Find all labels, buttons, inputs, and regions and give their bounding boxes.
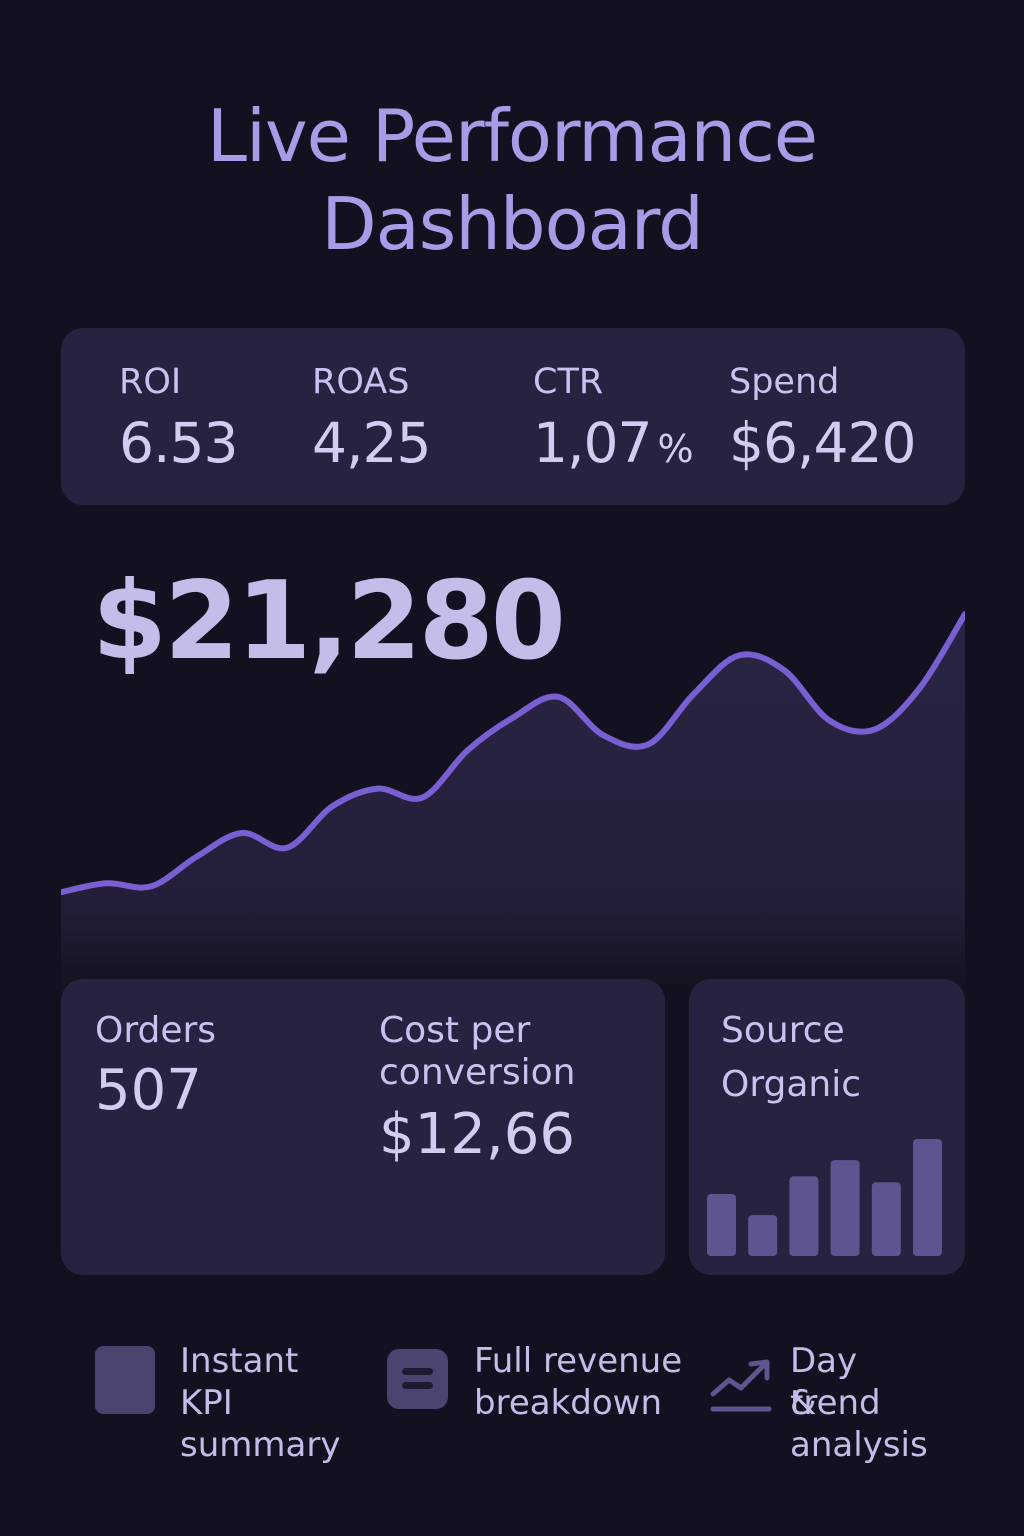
feature-trend-analysis-line-2: trend: [790, 1382, 881, 1424]
source-bar-chart: [707, 1119, 947, 1256]
feature-trend-analysis-line-3: analysis: [790, 1424, 928, 1466]
source-bar: [707, 1194, 736, 1256]
kpi-ctr-label: CTR: [533, 362, 693, 402]
kpi-roi-value: 6.53: [119, 412, 237, 474]
orders-label: Orders: [95, 1009, 216, 1053]
feature-instant-kpi-line-3: summary: [180, 1424, 340, 1466]
kpi-summary-card: ROI 6.53 ROAS 4,25 CTR 1,07% Spend $6,42…: [61, 328, 965, 505]
source-value: Organic: [721, 1063, 861, 1107]
trend-icon: [709, 1356, 773, 1414]
cost-per-conversion-value: $12,66: [379, 1103, 575, 1167]
kpi-roas-value: 4,25: [312, 412, 430, 474]
orders-value: 507: [95, 1059, 202, 1123]
source-bar: [789, 1176, 818, 1256]
feature-instant-kpi-line-2: KPI: [180, 1382, 233, 1424]
kpi-spend-value: $6,420: [729, 412, 915, 474]
kpi-ctr-value: 1,07%: [533, 412, 693, 480]
square-icon: [95, 1346, 155, 1414]
page-title-line-2: Dashboard: [0, 180, 1024, 268]
source-bar: [913, 1139, 942, 1256]
kpi-spend: Spend $6,420: [729, 362, 915, 474]
cost-per-conversion-label-line-2: conversion: [379, 1051, 576, 1095]
kpi-roas: ROAS 4,25: [312, 362, 430, 474]
cost-per-conversion-label-line-1: Cost per: [379, 1009, 530, 1053]
source-card: Source Organic: [689, 979, 965, 1275]
page-title-line-1: Live Performance: [0, 92, 1024, 180]
menu-icon: [387, 1349, 448, 1409]
kpi-roi-label: ROI: [119, 362, 237, 402]
kpi-roi: ROI 6.53: [119, 362, 237, 474]
kpi-ctr-unit: %: [657, 427, 692, 471]
feature-instant-kpi-line-1: Instant: [180, 1340, 298, 1382]
orders-cost-card: Orders 507 Cost per conversion $12,66: [61, 979, 665, 1275]
feature-revenue-breakdown-line-1: Full revenue: [474, 1340, 682, 1382]
revenue-total: $21,280: [92, 564, 563, 680]
source-bar: [872, 1182, 901, 1256]
page-title: Live Performance Dashboard: [0, 92, 1024, 268]
feature-revenue-breakdown-line-2: breakdown: [474, 1382, 662, 1424]
kpi-spend-label: Spend: [729, 362, 915, 402]
kpi-roas-label: ROAS: [312, 362, 430, 402]
kpi-ctr: CTR 1,07%: [533, 362, 693, 480]
source-bar: [748, 1215, 777, 1256]
source-bar: [831, 1160, 860, 1256]
source-label: Source: [721, 1009, 845, 1053]
